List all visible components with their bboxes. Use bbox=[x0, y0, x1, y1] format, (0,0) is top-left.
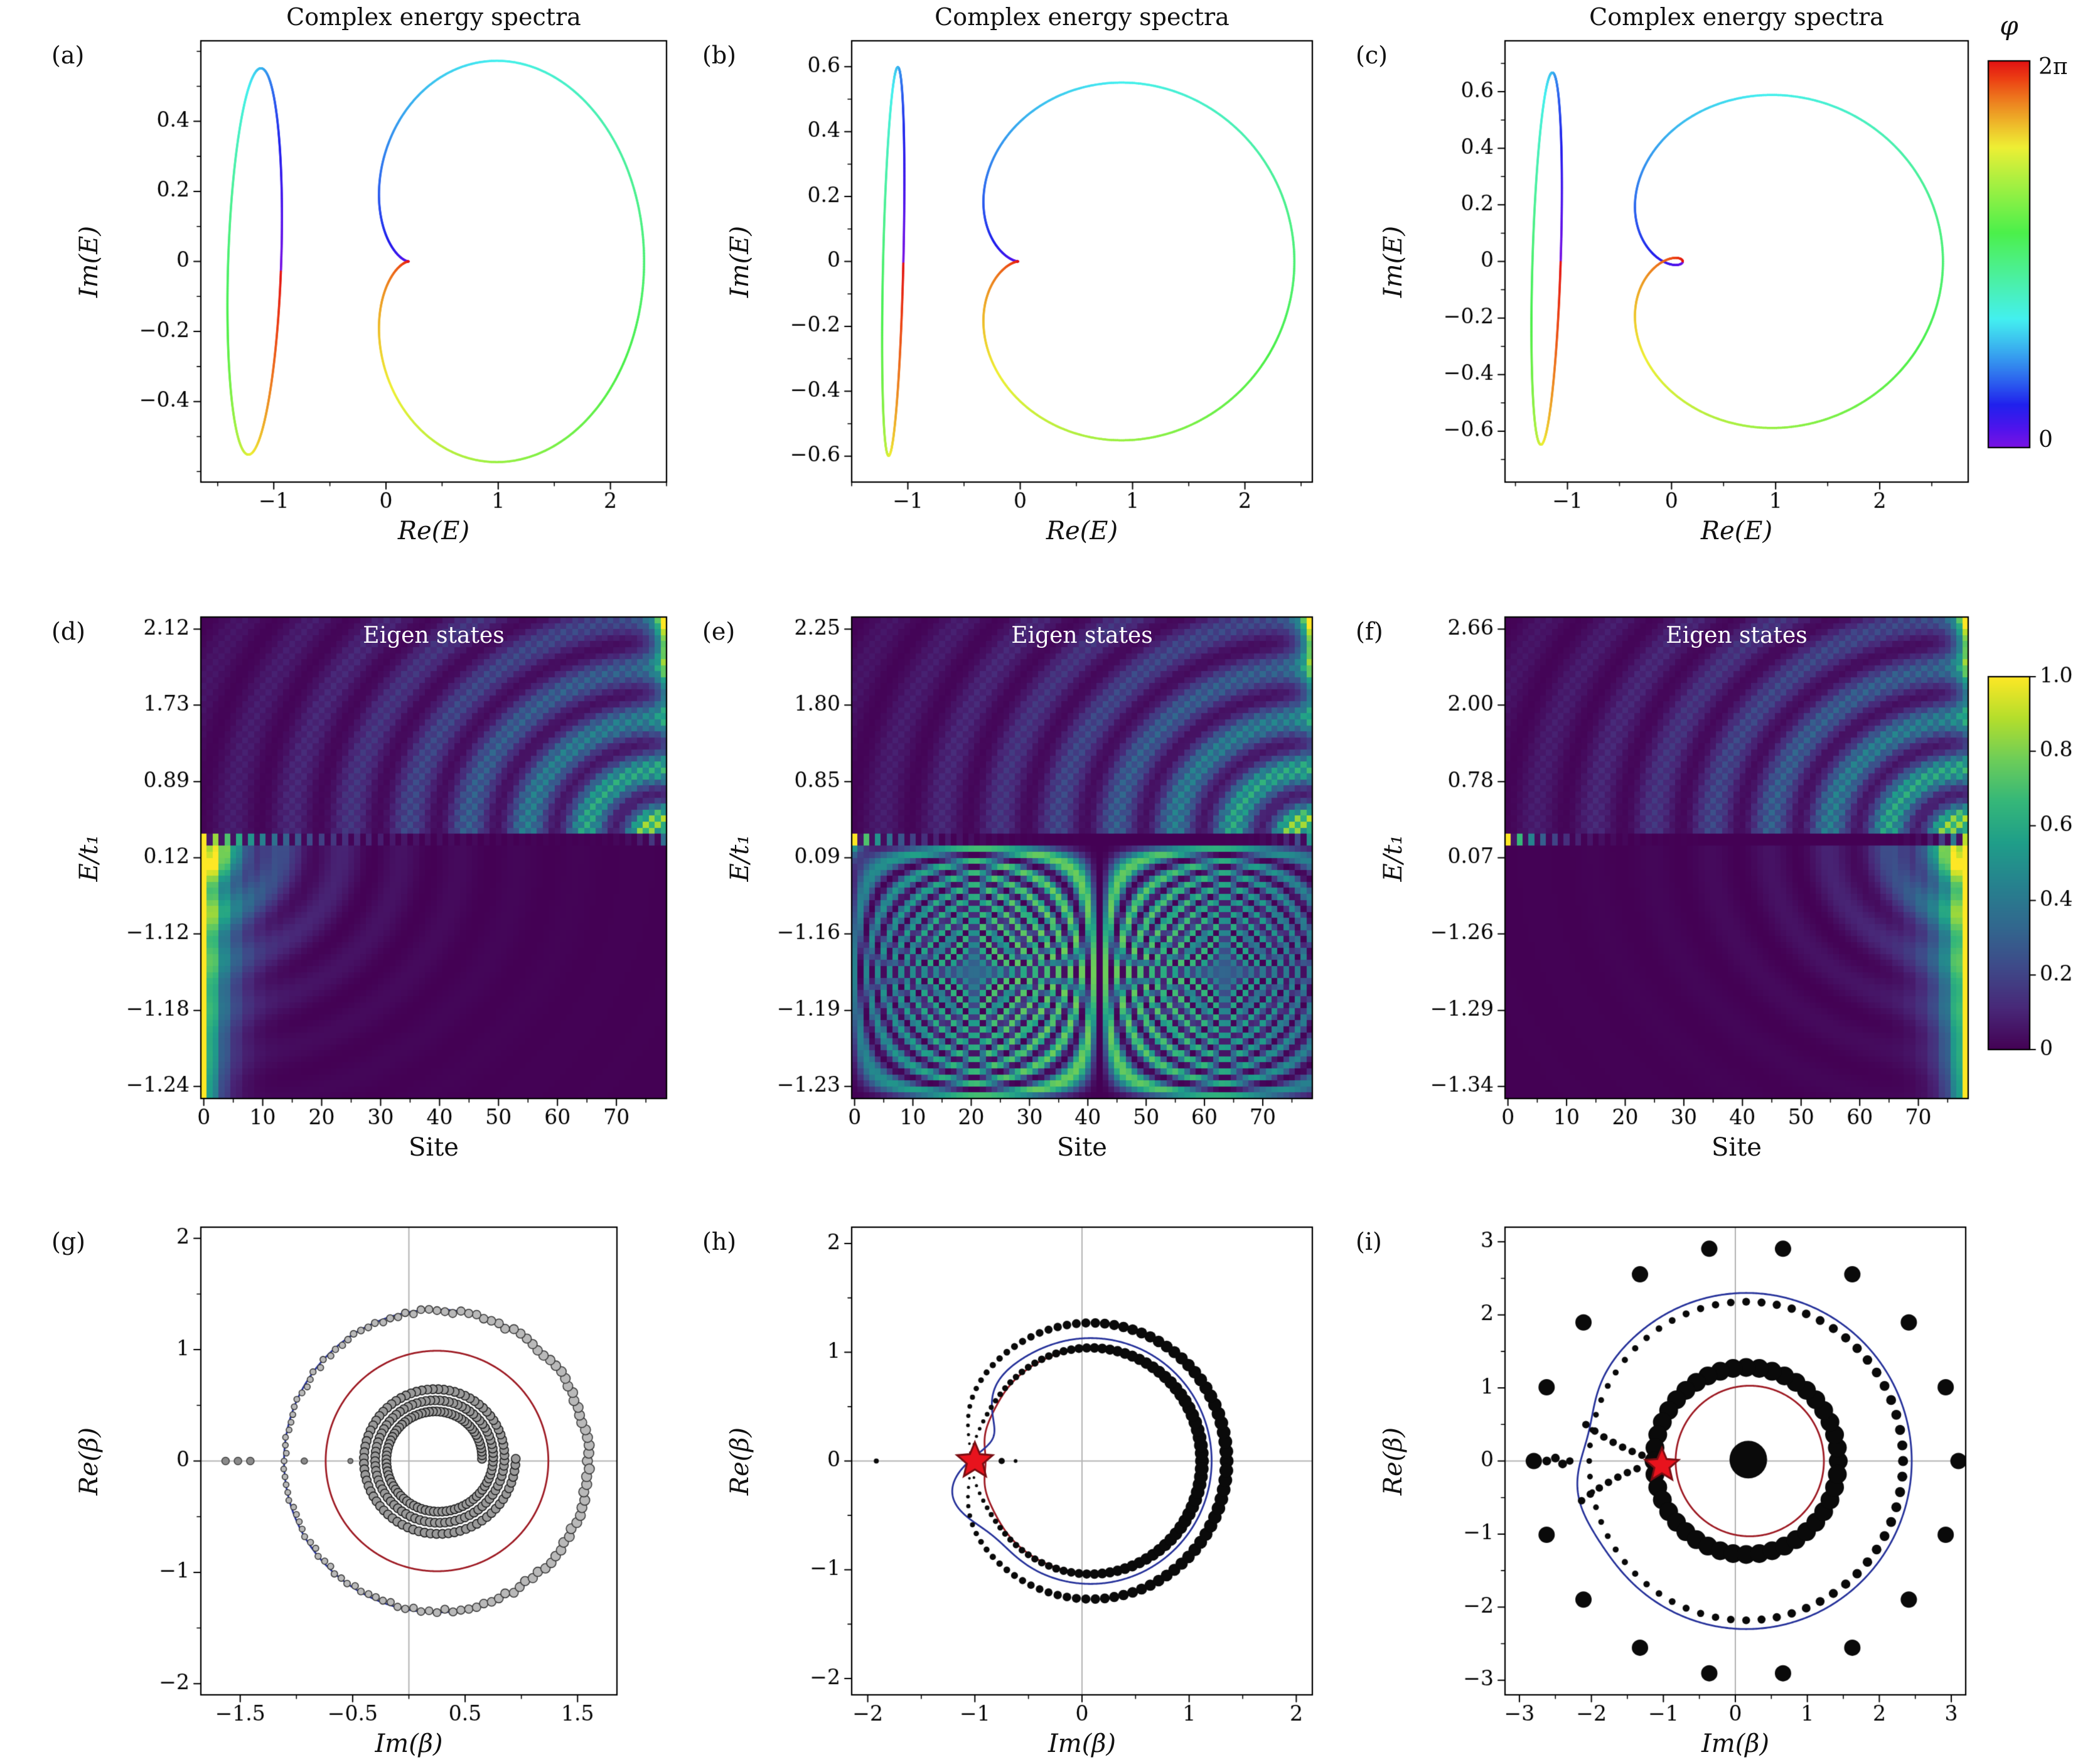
panel-f-xlabel: Site bbox=[1712, 1133, 1762, 1162]
panel-b-ylabel: Im(E) bbox=[726, 225, 754, 298]
panel-d-letter: (d) bbox=[51, 618, 85, 645]
panel-e-xlabel: Site bbox=[1057, 1133, 1107, 1162]
panel-a-title: Complex energy spectra bbox=[286, 3, 581, 31]
panel-b-title: Complex energy spectra bbox=[935, 3, 1229, 31]
panel-f-ylabel: E/t₁ bbox=[1379, 834, 1408, 881]
panel-h-xlabel: Im(β) bbox=[1047, 1729, 1117, 1758]
panel-c-title: Complex energy spectra bbox=[1589, 3, 1884, 31]
panel-e-ylabel: E/t₁ bbox=[726, 834, 754, 881]
panel-e-letter: (e) bbox=[702, 618, 736, 645]
panel-i-ylabel: Re(β) bbox=[1379, 1427, 1408, 1495]
panel-f-letter: (f) bbox=[1356, 618, 1383, 645]
panel-d-xlabel: Site bbox=[409, 1133, 459, 1162]
panel-g-xlabel: Im(β) bbox=[375, 1729, 443, 1758]
panel-g-letter: (g) bbox=[51, 1228, 85, 1255]
panel-c-ylabel: Im(E) bbox=[1379, 225, 1408, 298]
panel-d-ylabel: E/t₁ bbox=[75, 834, 104, 881]
phase-colorbar-max-label: 2π bbox=[2038, 54, 2068, 80]
panel-d-title: Eigen states bbox=[363, 623, 505, 648]
panel-i-letter: (i) bbox=[1356, 1228, 1382, 1255]
panel-f-title: Eigen states bbox=[1666, 623, 1808, 648]
panel-c-xlabel: Re(E) bbox=[1700, 517, 1773, 545]
panel-e-title: Eigen states bbox=[1011, 623, 1153, 648]
panel-g-ylabel: Re(β) bbox=[75, 1427, 104, 1495]
panel-i-xlabel: Im(β) bbox=[1701, 1729, 1770, 1758]
phase-colorbar-label: φ bbox=[2000, 10, 2018, 41]
panel-b-letter: (b) bbox=[702, 41, 736, 69]
panel-a-ylabel: Im(E) bbox=[75, 225, 104, 298]
panel-h-ylabel: Re(β) bbox=[726, 1427, 754, 1495]
phase-colorbar-min-label: 0 bbox=[2038, 427, 2053, 453]
panel-a-xlabel: Re(E) bbox=[397, 517, 470, 545]
panel-a-letter: (a) bbox=[51, 41, 85, 69]
panel-c-letter: (c) bbox=[1356, 41, 1388, 69]
panel-b-xlabel: Re(E) bbox=[1046, 517, 1118, 545]
panel-h-letter: (h) bbox=[702, 1228, 737, 1255]
